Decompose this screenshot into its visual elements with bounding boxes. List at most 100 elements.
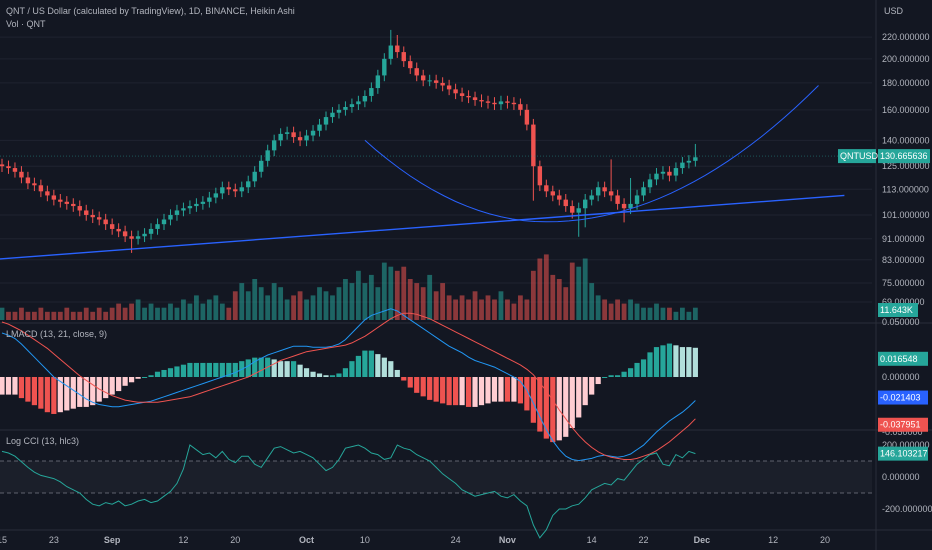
lmacd-tag-bg [878,351,928,366]
candle-body [667,171,672,176]
cci-tag-value: 146.103217 [880,449,928,459]
lmacd-histogram-bar [491,377,498,402]
lmacd-histogram-bar [420,377,426,397]
lmacd-histogram-bar [219,362,225,377]
lmacd-histogram-bar [129,377,135,383]
lmacd-histogram-bar [615,375,621,377]
volume-bar [317,287,322,320]
volume-bar [219,303,225,320]
candle-body [576,208,581,213]
time-tick-label: 20 [820,535,830,545]
volume-bar [12,311,18,320]
candle-body [654,173,659,180]
volume-bar [479,299,484,320]
candle-body [349,104,355,107]
lmacd-histogram-bar [394,369,400,377]
lmacd-histogram-bar [193,362,199,377]
lmacd-histogram-bar [5,377,12,395]
candle-body [440,82,445,86]
volume-bar [142,307,147,320]
candle-body [135,236,141,239]
volume-bar [628,299,633,320]
volume-bar [109,307,115,320]
candle-body [0,164,5,167]
lmacd-histogram-bar [608,375,614,377]
candle-body [116,228,121,232]
volume-bar [83,307,89,320]
lmacd-histogram-bar [388,361,394,377]
volume-bar [194,295,199,320]
lmacd-histogram-bar [342,368,349,377]
candle-body [77,206,82,211]
volume-bar [518,295,523,320]
candle-body [563,199,568,207]
volume-bar [330,295,335,320]
lmacd-histogram-bar [116,377,122,392]
candle-body [220,187,225,194]
volume-bar [680,307,685,320]
price-tick-label: 91.000000 [882,234,925,244]
candle-body [271,140,277,151]
candle-body [401,52,406,62]
cci-legend[interactable]: Log CCI (13, hlc3) [6,436,80,446]
lmacd-histogram-bar [375,354,381,377]
candle-body [129,236,134,239]
lmacd-histogram-bar [303,368,310,377]
candle-body [395,45,400,53]
candle-body [608,191,614,196]
candle-body [265,150,270,161]
volume-bar [368,274,374,320]
lmacd-histogram-bar [459,377,465,406]
lmacd-legend[interactable]: LMACD (13, 21, close, 9) [6,329,108,339]
candle-body [511,102,517,105]
lmacd-tag-bg [878,417,928,432]
lmacd-histogram-bar [569,377,575,429]
candle-body [537,166,543,186]
candle-body [498,101,504,105]
lmacd-histogram-bar [0,377,5,395]
price-tick-label: 83.000000 [882,255,925,265]
candle-body [362,95,368,102]
candle-body [595,187,601,196]
volume-bar [427,274,433,320]
lmacd-histogram-bar [582,377,588,406]
volume-bar [420,287,426,320]
lmacd-histogram-bar [433,377,439,402]
cci-tick-label: 200.000000 [882,440,930,450]
volume-bar [582,258,588,320]
volume-label: Vol · QNT [6,19,46,29]
volume-bar [96,307,102,320]
lmacd-histogram-bar [38,377,44,409]
volume-bar [258,287,264,320]
price-tick-label: 200.000000 [882,54,930,64]
time-tick-label: 14 [587,535,597,545]
time-tick-label: 12 [178,535,188,545]
lmacd-histogram-bar [90,377,96,406]
candle-body [427,80,432,82]
lmacd-histogram-bar [589,377,595,395]
lmacd-histogram-bar [12,377,18,395]
volume-bar [206,299,212,320]
candle-body [259,160,264,172]
volume-bar [641,307,646,320]
candle-body [485,101,491,103]
candle-body [414,68,419,76]
time-tick-label: 12 [768,535,778,545]
candle-body [187,206,193,209]
lmacd-histogram-bar [453,377,459,406]
volume-bar [90,311,96,320]
volume-bar [647,307,653,320]
candle-body [142,233,147,237]
volume-bar [569,262,575,320]
lmacd-tick-label: 0.000000 [882,372,920,382]
time-tick-label: Nov [499,535,516,545]
lmacd-histogram-bar [381,357,387,377]
lmacd-histogram-bar [57,377,63,413]
lmacd-histogram-bar [621,371,627,377]
lmacd-histogram-bar [627,368,634,377]
lmacd-histogram-bar [200,362,206,377]
price-tag-bg [878,149,930,164]
price-tick-label: 220.000000 [882,32,930,42]
volume-bar [278,287,284,320]
